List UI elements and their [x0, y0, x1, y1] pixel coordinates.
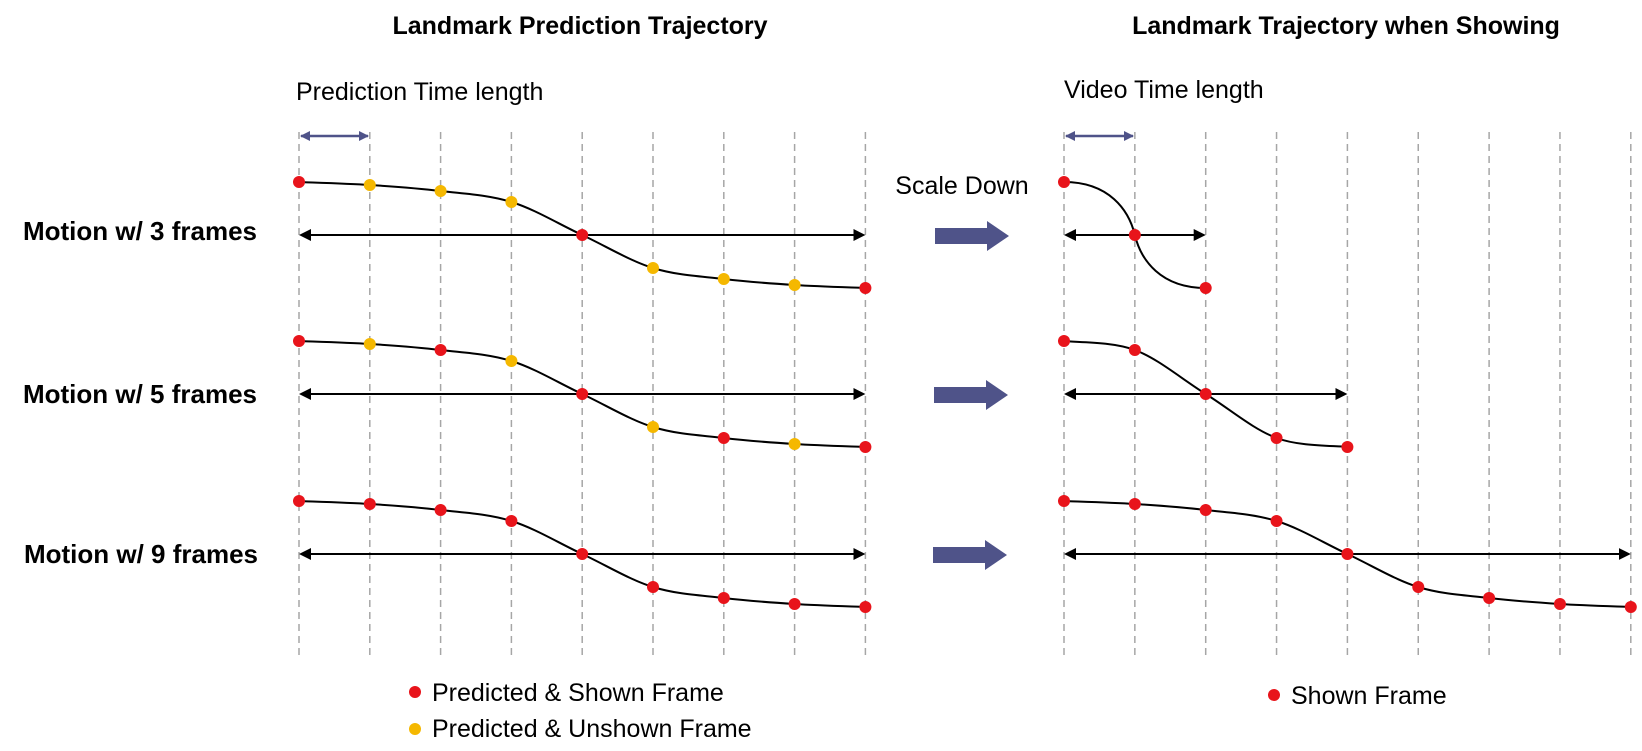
unshown-frame-point — [434, 185, 447, 197]
shown-frame-point — [1058, 176, 1070, 188]
unshown-frame-point — [505, 355, 518, 367]
shown-frame-point — [1199, 504, 1212, 516]
shown-frame-point — [293, 176, 305, 188]
shown-frame-point — [1128, 498, 1141, 510]
shown-frame-point — [788, 598, 801, 610]
unshown-frame-point — [647, 421, 659, 433]
shown-frame-point — [859, 601, 872, 613]
scale-down-arrow-row-3 — [933, 540, 1007, 570]
shown-frame-point — [1058, 335, 1070, 347]
shown-frame-point — [1199, 388, 1212, 400]
left-trajectory-row — [293, 335, 872, 453]
unshown-frame-point — [505, 196, 518, 208]
left-trajectory-row — [293, 176, 872, 294]
scale-down-label: Scale Down — [895, 172, 1028, 200]
shown-frame-point — [717, 432, 730, 444]
unshown-frame-point — [717, 273, 730, 285]
shown-frame-point — [434, 344, 447, 356]
right-panel-title: Landmark Trajectory when Showing — [1132, 12, 1560, 40]
shown-frame-point — [1199, 282, 1212, 294]
shown-frame-point — [1624, 601, 1637, 613]
shown-frame-point — [1483, 592, 1496, 604]
row-label-9-frames: Motion w/ 9 frames — [24, 539, 258, 569]
shown-frame-point — [647, 581, 659, 593]
shown-frame-point — [1341, 548, 1354, 560]
legend-unshown-dot — [409, 723, 421, 735]
shown-frame-point — [434, 504, 447, 516]
legend-shown-frame-label: Shown Frame — [1291, 682, 1447, 710]
shown-frame-point — [1128, 344, 1141, 356]
right-grid-lines — [1063, 132, 1632, 660]
row-label-3-frames: Motion w/ 3 frames — [23, 216, 257, 246]
row-label-5-frames: Motion w/ 5 frames — [23, 379, 257, 409]
scale-down-arrow-row-1 — [935, 221, 1009, 251]
left-trajectory-rows — [293, 176, 872, 613]
right-legend: Shown Frame — [1268, 682, 1447, 710]
unshown-frame-point — [363, 179, 376, 191]
scale-down-arrow-row-2 — [934, 380, 1008, 410]
left-trajectory-row — [293, 495, 872, 613]
video-time-length-label: Video Time length — [1064, 76, 1264, 104]
legend-shown-dot — [409, 686, 421, 698]
legend-shown-label: Predicted & Shown Frame — [432, 679, 724, 707]
shown-frame-point — [1128, 229, 1141, 241]
shown-frame-point — [576, 548, 589, 560]
shown-frame-point — [505, 515, 518, 527]
prediction-time-length-label: Prediction Time length — [296, 78, 543, 106]
right-trajectory-row — [1058, 495, 1637, 613]
shown-frame-point — [1341, 441, 1354, 453]
shown-frame-point — [363, 498, 376, 510]
unshown-frame-point — [363, 338, 376, 350]
shown-frame-point — [293, 335, 305, 347]
unshown-frame-point — [788, 279, 801, 291]
unshown-frame-point — [647, 262, 659, 274]
shown-frame-point — [576, 229, 589, 241]
shown-frame-point — [576, 388, 589, 400]
shown-frame-point — [717, 592, 730, 604]
left-panel-title: Landmark Prediction Trajectory — [392, 12, 767, 40]
right-trajectory-row — [1058, 335, 1354, 453]
shown-frame-point — [293, 495, 305, 507]
shown-frame-point — [1270, 432, 1283, 444]
shown-frame-point — [859, 441, 872, 453]
right-trajectory-row — [1058, 176, 1212, 294]
left-legend: Predicted & Shown Frame Predicted & Unsh… — [409, 679, 752, 743]
unshown-frame-point — [788, 438, 801, 450]
shown-frame-point — [859, 282, 872, 294]
legend-shown-frame-dot — [1268, 689, 1280, 701]
right-trajectory-rows — [1058, 176, 1637, 613]
shown-frame-point — [1058, 495, 1070, 507]
legend-unshown-label: Predicted & Unshown Frame — [432, 715, 752, 743]
shown-frame-point — [1270, 515, 1283, 527]
shown-frame-point — [1412, 581, 1425, 593]
shown-frame-point — [1553, 598, 1566, 610]
